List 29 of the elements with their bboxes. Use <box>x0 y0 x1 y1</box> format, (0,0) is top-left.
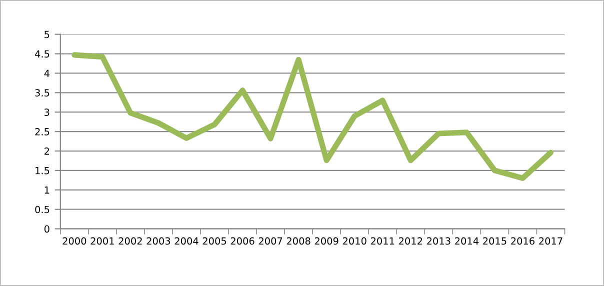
y-tick-label: 4.5 <box>34 50 50 58</box>
x-tick-label: 2013 <box>426 237 450 245</box>
y-tick-label: 2.5 <box>35 128 50 136</box>
x-tick-label: 2012 <box>398 237 422 245</box>
x-tick-label: 2002 <box>118 237 142 245</box>
y-tick-label: 4 <box>44 70 50 77</box>
x-tick-label: 2015 <box>483 237 506 245</box>
x-tick-label: 2017 <box>539 237 562 245</box>
y-tick-label: 0.5 <box>35 206 50 214</box>
y-tick-label: 3 <box>44 108 50 116</box>
x-tick-label: 2007 <box>258 237 282 245</box>
x-tick-label: 2008 <box>286 237 310 245</box>
x-tick-label: 2000 <box>62 237 86 245</box>
y-tick-label: 1 <box>44 186 50 194</box>
x-tick-label: 2016 <box>511 237 534 245</box>
x-tick-label: 2003 <box>146 237 170 245</box>
y-tick-label: 3.5 <box>35 89 50 96</box>
y-tick-label: 2 <box>44 147 50 155</box>
y-tick-label: 5 <box>44 30 50 38</box>
x-tick-label: 2001 <box>90 237 114 245</box>
x-tick-label: 2006 <box>230 237 254 245</box>
x-tick-label: 2014 <box>455 237 478 245</box>
y-tick-label: 0 <box>44 225 50 233</box>
x-tick-label: 2011 <box>370 237 394 245</box>
x-tick-label: 2004 <box>174 237 198 245</box>
x-tick-label: 2010 <box>342 237 366 245</box>
x-tick-label: 2009 <box>314 237 338 245</box>
y-tick-label: 1.5 <box>36 167 50 174</box>
x-tick-label: 2005 <box>202 237 226 245</box>
